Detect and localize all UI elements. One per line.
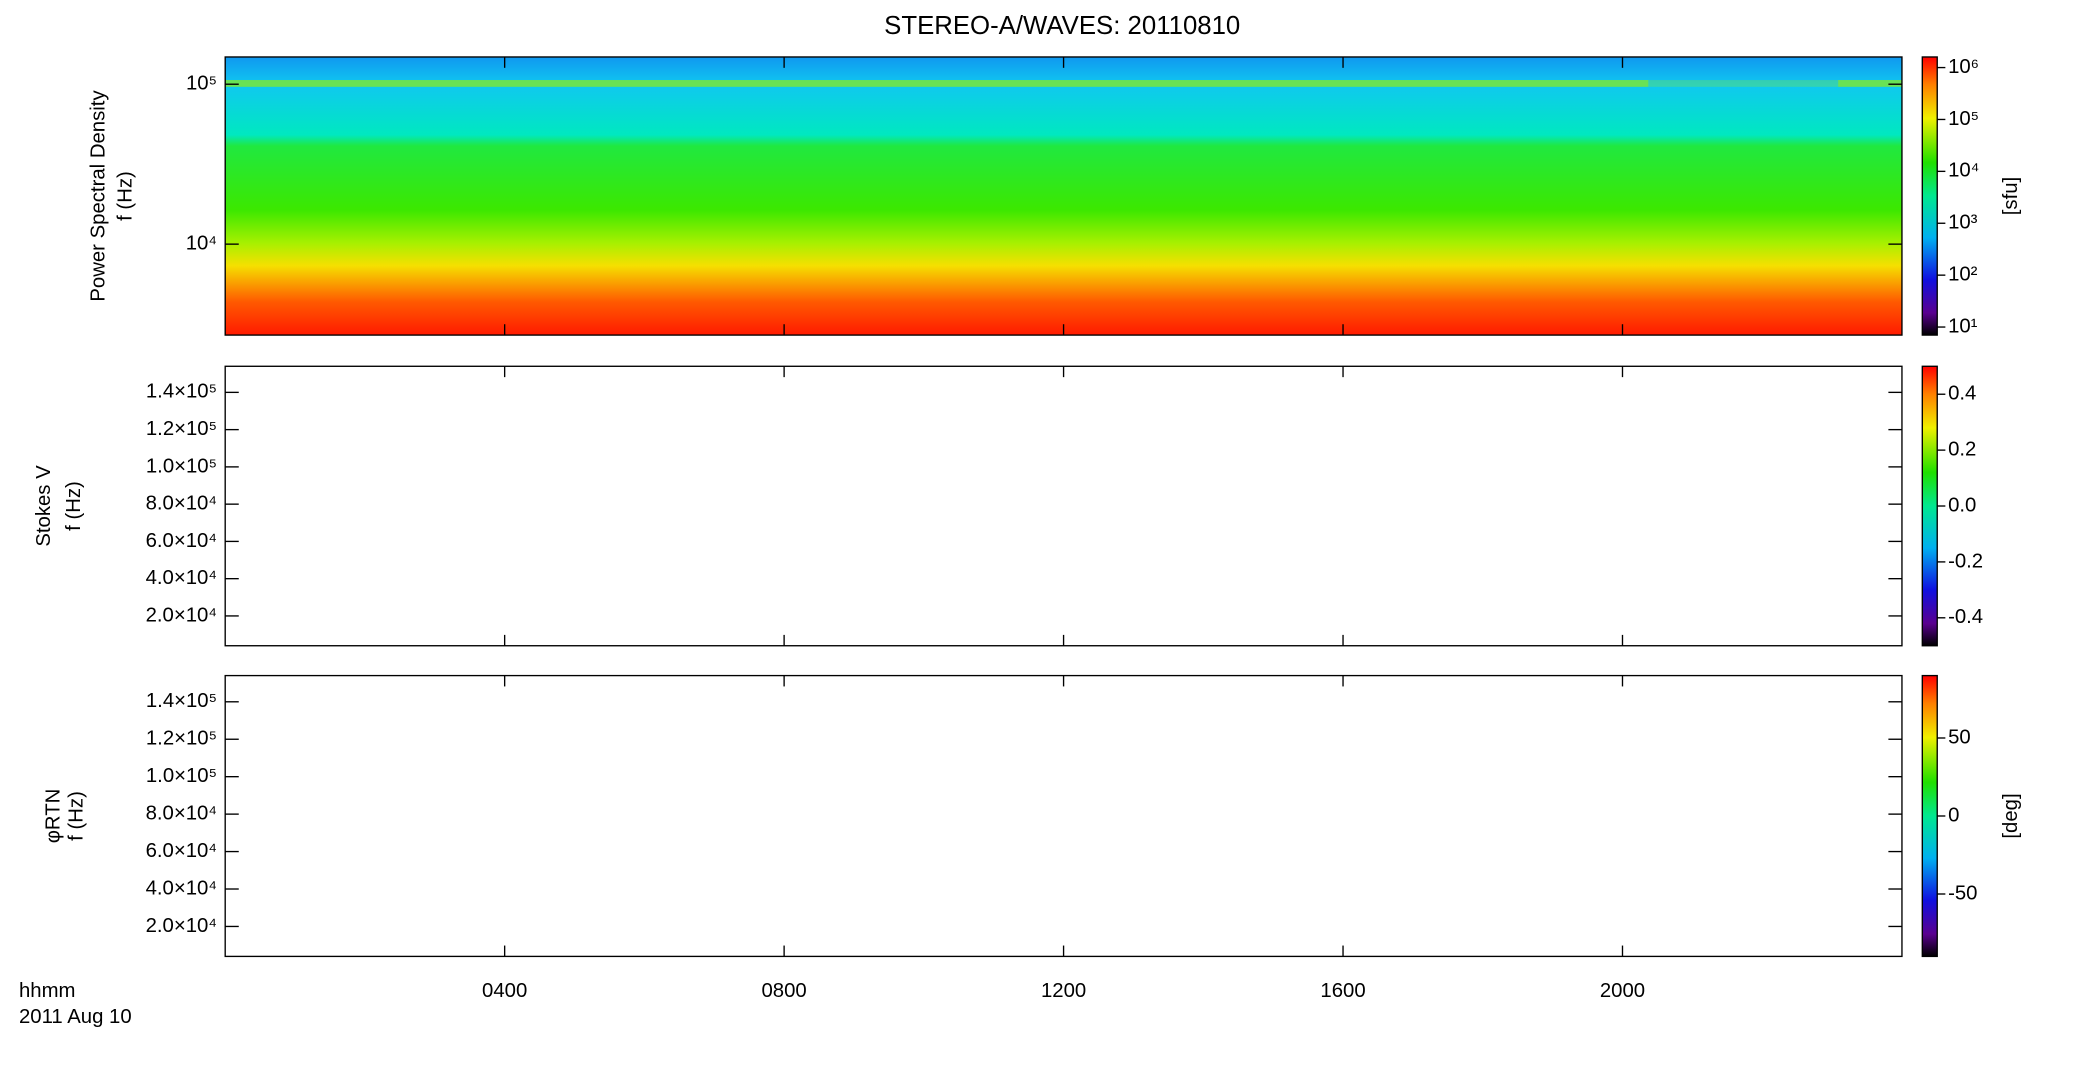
colorbar-tick-label: 10⁴ — [1948, 160, 1979, 182]
date-label: 2011 Aug 10 — [19, 1006, 132, 1028]
y-tick-label: 1.4×10⁵ — [146, 381, 217, 403]
time-label: hhmm — [19, 980, 75, 1002]
y-tick-label: 8.0×10⁴ — [146, 802, 217, 824]
y-axis-label: f (Hz) — [66, 791, 88, 841]
panel-frame — [224, 365, 1903, 647]
colorbar-tick-label: 10³ — [1948, 212, 1978, 234]
panel-frame — [224, 674, 1903, 958]
colorbar-tick-label: 0.4 — [1948, 383, 1976, 405]
y-axis-label: φRTN — [43, 789, 65, 844]
colorbar-tick-label: -50 — [1948, 882, 1977, 904]
y-tick-label: 1.0×10⁵ — [146, 765, 217, 787]
x-tick-label: 2000 — [1600, 980, 1645, 1002]
colorbar-tick-label: 0.0 — [1948, 494, 1976, 516]
y-tick-label: 2.0×10⁴ — [146, 604, 217, 626]
spectrogram-image — [225, 56, 1902, 336]
colorbar — [1921, 674, 1938, 958]
colorbar-label: [deg] — [2000, 793, 2022, 838]
spectrogram-band — [225, 80, 1902, 87]
x-tick-label: 1600 — [1320, 980, 1365, 1002]
colorbar-tick-label: 10⁶ — [1948, 56, 1979, 78]
colorbar — [1921, 56, 1938, 336]
colorbar — [1921, 365, 1938, 647]
y-tick-label: 10⁵ — [186, 73, 217, 95]
y-tick-label: 1.2×10⁵ — [146, 418, 217, 440]
y-tick-label: 1.0×10⁵ — [146, 455, 217, 477]
colorbar-tick-label: 0.2 — [1948, 438, 1976, 460]
chart-title: STEREO-A/WAVES: 20110810 — [884, 12, 1240, 40]
y-tick-label: 2.0×10⁴ — [146, 915, 217, 937]
colorbar-tick-label: 10¹ — [1948, 315, 1978, 337]
colorbar-label: [sfu] — [2000, 177, 2022, 215]
x-tick-label: 0800 — [761, 980, 806, 1002]
y-tick-label: 6.0×10⁴ — [146, 530, 217, 552]
colorbar-tick-label: 50 — [1948, 726, 1971, 748]
x-tick-label: 1200 — [1041, 980, 1086, 1002]
y-axis-label: f (Hz) — [63, 481, 85, 531]
spectrogram-block — [1648, 56, 1839, 336]
y-tick-label: 1.4×10⁵ — [146, 690, 217, 712]
colorbar-tick-label: 0 — [1948, 804, 1959, 826]
colorbar-tick-label: -0.4 — [1948, 606, 1983, 628]
y-tick-label: 4.0×10⁴ — [146, 567, 217, 589]
y-tick-label: 8.0×10⁴ — [146, 493, 217, 515]
y-tick-label: 1.2×10⁵ — [146, 728, 217, 750]
x-tick-label: 0400 — [482, 980, 527, 1002]
y-axis-label: Power Spectral Density — [87, 90, 109, 302]
y-axis-label: f (Hz) — [115, 171, 137, 221]
y-tick-label: 6.0×10⁴ — [146, 840, 217, 862]
colorbar-tick-label: -0.2 — [1948, 550, 1983, 572]
colorbar-tick-label: 10⁵ — [1948, 108, 1979, 130]
colorbar-tick-label: 10² — [1948, 264, 1978, 286]
y-axis-label: Stokes V — [33, 465, 55, 547]
y-tick-label: 10⁴ — [186, 233, 217, 255]
y-tick-label: 4.0×10⁴ — [146, 877, 217, 899]
plot-area: STEREO-A/WAVES: 20110810 hhmm 2011 Aug 1… — [19, 12, 2022, 1028]
